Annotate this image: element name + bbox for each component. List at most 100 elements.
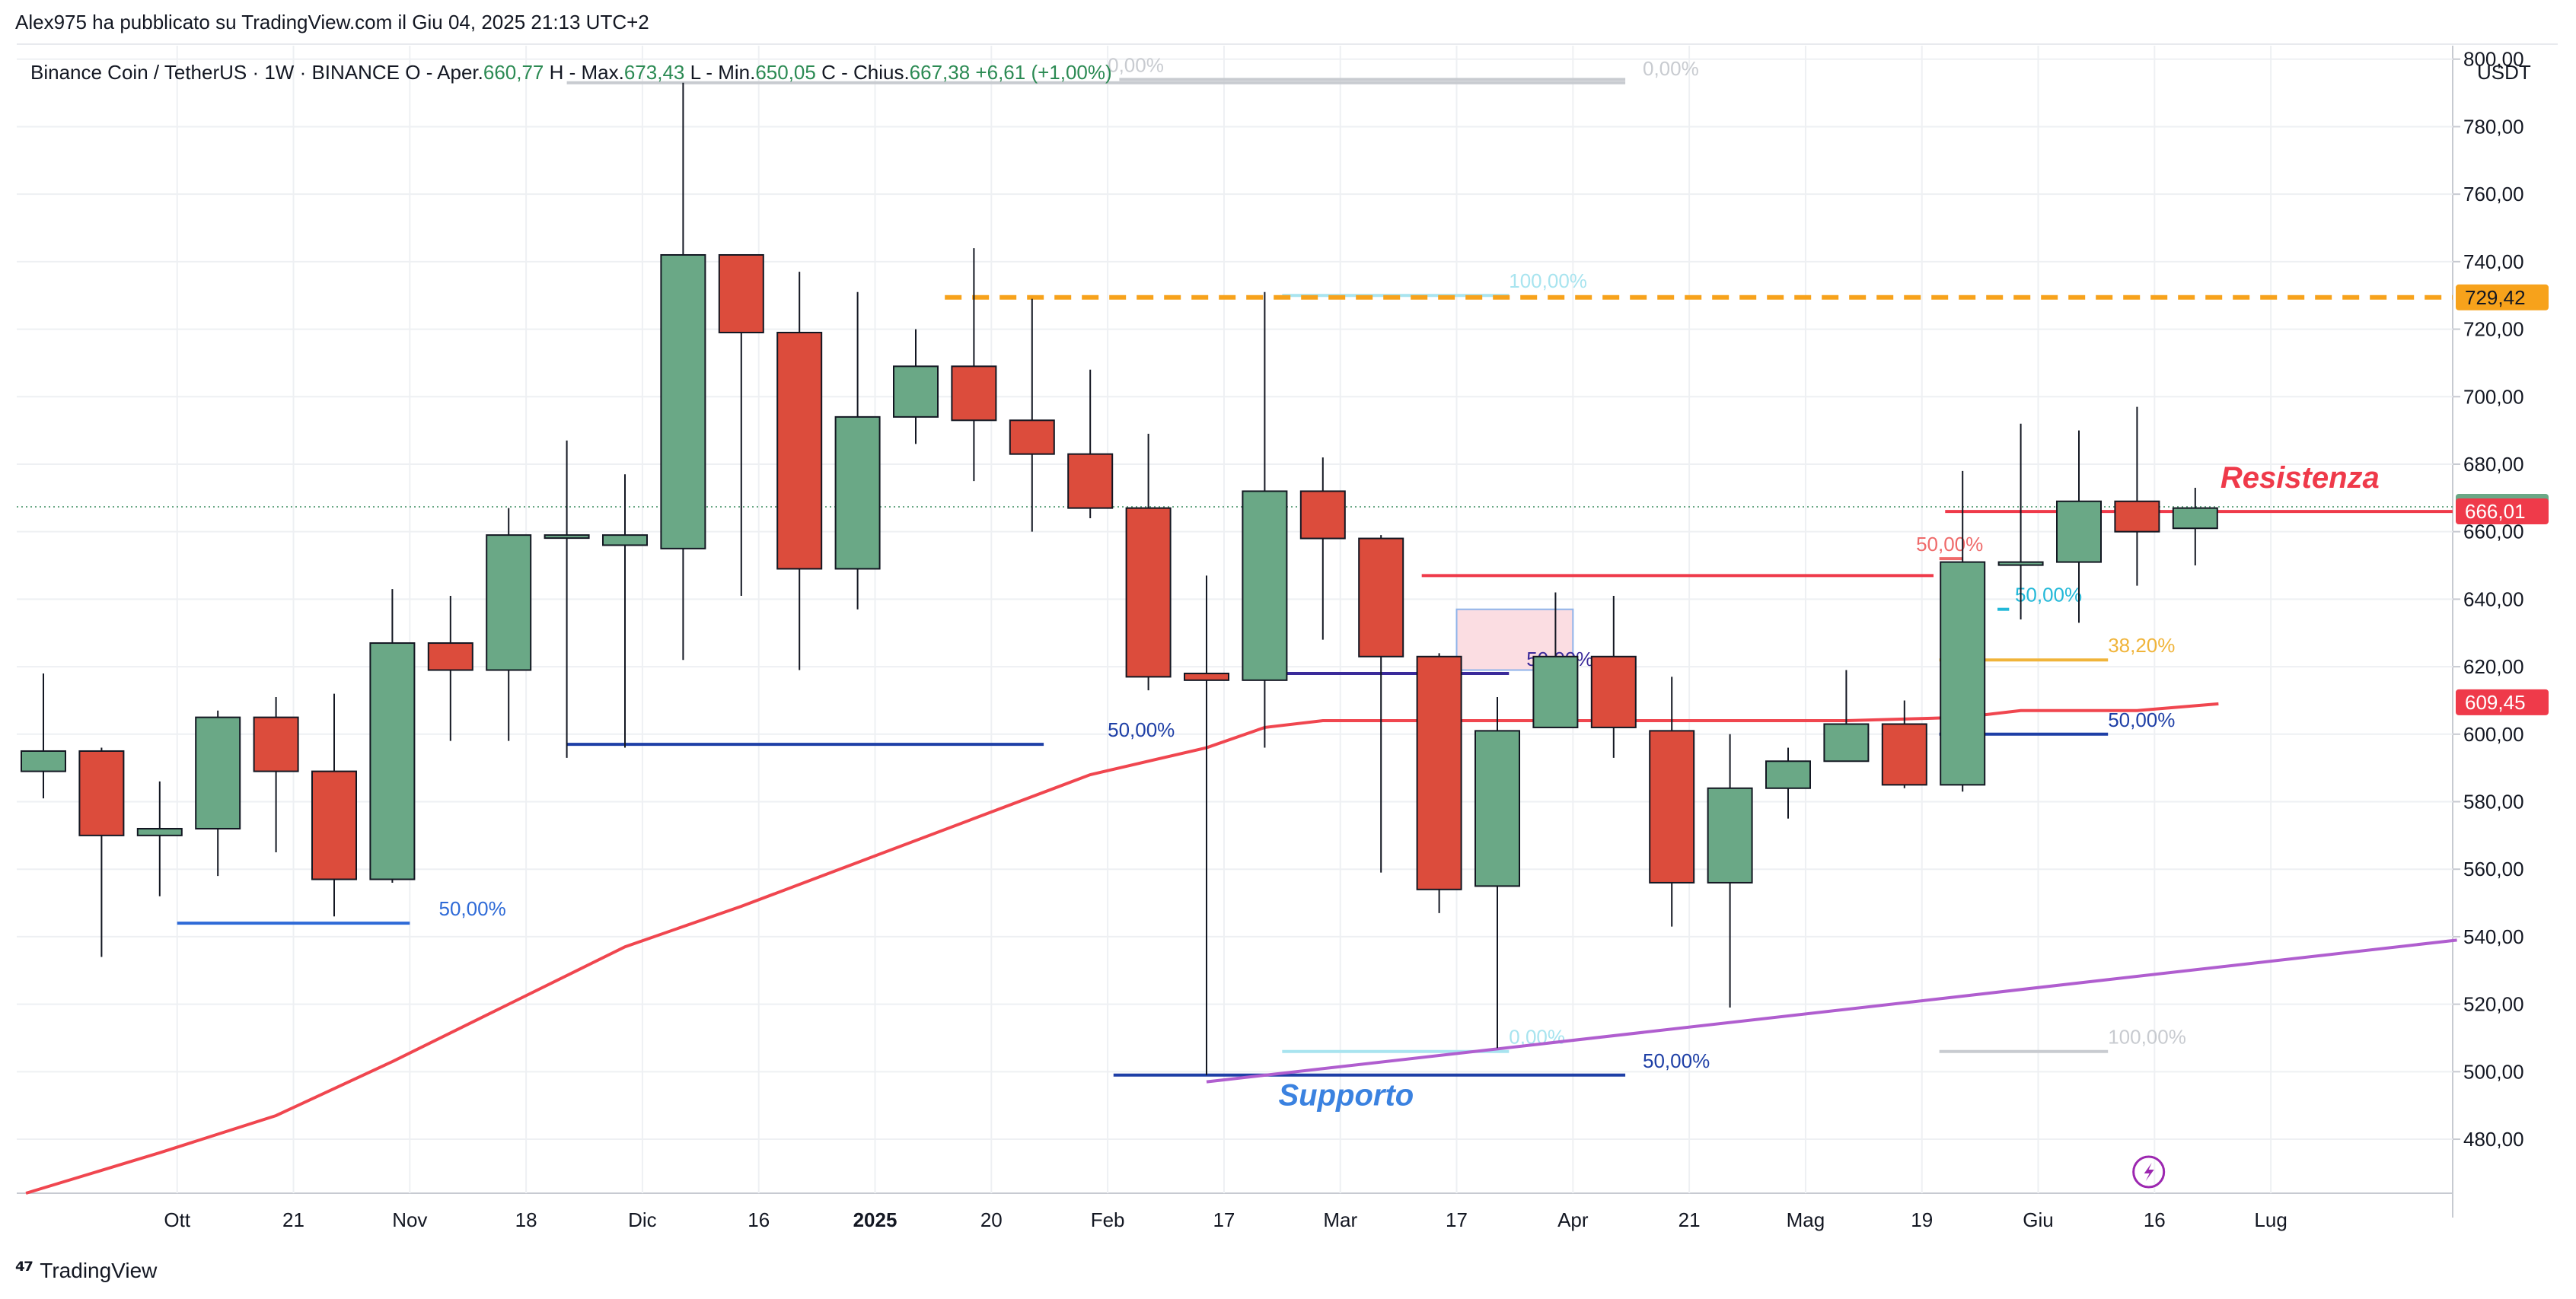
candle[interactable] (544, 440, 590, 758)
y-tick-label: 800,00 (2463, 48, 2524, 71)
x-tick-label: Mar (1323, 1208, 1357, 1231)
candle[interactable] (136, 781, 183, 896)
candle[interactable] (1358, 535, 1404, 873)
publish-caption: Alex975 ha pubblicato su TradingView.com… (15, 11, 649, 33)
fib-level-label: 0,00% (1108, 53, 1164, 76)
fib-level-label: 50,00% (2108, 708, 2175, 731)
candle[interactable] (1940, 470, 1986, 792)
candle[interactable] (1125, 434, 1172, 691)
candle[interactable] (253, 697, 299, 853)
y-tick-label: 640,00 (2463, 587, 2524, 610)
candle[interactable] (1009, 298, 1055, 532)
candle[interactable] (486, 508, 532, 741)
candle-body (78, 750, 125, 836)
x-tick-label: 16 (2144, 1208, 2166, 1231)
x-tick-label: 2025 (853, 1208, 897, 1231)
candle[interactable] (776, 272, 823, 670)
candle[interactable] (2114, 406, 2160, 586)
y-tick-label: 700,00 (2463, 385, 2524, 408)
candle[interactable] (1299, 457, 1346, 640)
x-tick-label: Mag (1787, 1208, 1825, 1231)
lightning-event-icon[interactable] (2132, 1155, 2166, 1189)
candle[interactable] (1184, 575, 1229, 1075)
candle[interactable] (1823, 670, 1870, 763)
candle[interactable] (1707, 734, 1753, 1008)
candle[interactable] (78, 747, 125, 957)
candle-body (718, 253, 764, 333)
candle[interactable] (660, 82, 706, 661)
x-tick-label: 18 (515, 1208, 537, 1231)
fib-level-label: 100,00% (2108, 1026, 2186, 1049)
candle-body (1590, 655, 1637, 728)
candle[interactable] (369, 589, 416, 883)
support-trendline (1206, 938, 2457, 1084)
price-tag-label: 729,42 (2465, 286, 2526, 309)
candle-body (1184, 672, 1229, 681)
y-tick-label: 600,00 (2463, 723, 2524, 746)
symbol-label: Binance Coin / TetherUS · 1W · BINANCE O… (30, 61, 1112, 84)
fib-level-label: 50,00% (1108, 718, 1175, 741)
candle[interactable] (951, 248, 997, 482)
candle[interactable] (1475, 697, 1520, 1049)
price-tag-bg (2456, 689, 2549, 715)
candle[interactable] (1532, 592, 1579, 728)
x-tick-label: 21 (1679, 1208, 1701, 1231)
legend-header: Binance Coin / TetherUS · 1W · BINANCE O… (30, 61, 1112, 84)
fib-level-label: 50,00% (1643, 1049, 1710, 1072)
candle-body (1997, 561, 2044, 566)
candle[interactable] (2172, 488, 2218, 566)
fib-level-label: 50,00% (2015, 584, 2082, 607)
lightning-glyph (2144, 1163, 2154, 1181)
candle[interactable] (2056, 430, 2102, 623)
candle-body (427, 642, 473, 671)
tradingview-logo[interactable]: ⁴⁷ TradingView (15, 1256, 157, 1286)
candle-body (1940, 561, 1986, 786)
chart-annotation: Resistenza (2221, 461, 2380, 495)
fib-level-label: 100,00% (1509, 269, 1587, 292)
candle-body (2056, 500, 2102, 563)
candle[interactable] (1242, 291, 1288, 748)
candle[interactable] (1765, 747, 1811, 819)
currency-label: USDT (2477, 61, 2531, 84)
fib-level-label: 50,00% (1916, 533, 1983, 556)
x-tick-label: Lug (2254, 1208, 2287, 1231)
price-tag: 666,01 (2456, 498, 2549, 525)
candle-body (2114, 500, 2160, 533)
chart-annotation: Supporto (1278, 1079, 1414, 1113)
x-tick-label: 20 (980, 1208, 1003, 1231)
price-tag-label: 609,45 (2465, 691, 2526, 714)
candle[interactable] (427, 595, 473, 741)
candle[interactable] (1067, 369, 1114, 518)
x-tick-label: Nov (392, 1208, 427, 1231)
candle[interactable] (1590, 595, 1637, 758)
candle-body (1532, 655, 1579, 728)
candle[interactable] (1881, 700, 1927, 788)
candle[interactable] (195, 710, 241, 877)
brand-name: TradingView (40, 1259, 158, 1282)
price-tag: 609,45 (2456, 689, 2549, 715)
candle[interactable] (718, 253, 764, 596)
candle[interactable] (602, 474, 648, 748)
price-tag-bg (2456, 284, 2549, 310)
candle-body (1299, 490, 1346, 540)
candle-body (311, 770, 357, 880)
candle[interactable] (1416, 653, 1462, 913)
fib-level-label: 38,20% (2108, 634, 2175, 657)
x-tick-label: 21 (282, 1208, 304, 1231)
candle[interactable] (1649, 677, 1695, 927)
y-tick-label: 580,00 (2463, 791, 2524, 813)
candle-body (1009, 419, 1055, 455)
candle[interactable] (893, 329, 939, 444)
y-tick-label: 540,00 (2463, 925, 2524, 948)
candle-body (369, 642, 416, 880)
candle[interactable] (21, 673, 66, 799)
overlays: Resistenza Supporto (1278, 461, 2379, 1113)
candles (21, 82, 2218, 1075)
candle[interactable] (311, 693, 357, 917)
candle-body (2172, 507, 2218, 530)
candle[interactable] (834, 291, 881, 610)
candle-body (1823, 723, 1870, 763)
candle[interactable] (1997, 423, 2044, 619)
